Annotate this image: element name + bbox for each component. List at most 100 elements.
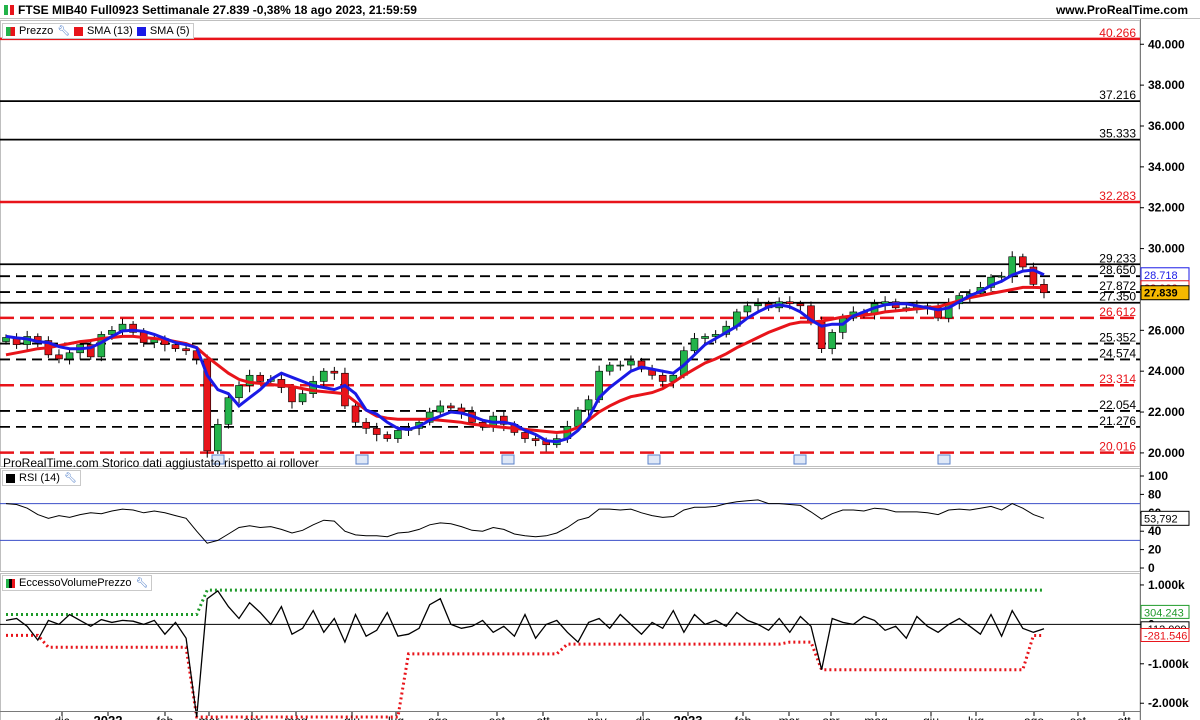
candle-body xyxy=(65,352,74,360)
time-tick-label: ago xyxy=(1024,714,1044,720)
rollover-marker-icon xyxy=(501,454,515,465)
rollover-marker-icon xyxy=(355,454,369,465)
candle-body xyxy=(574,409,582,427)
candle-body xyxy=(362,421,370,429)
time-tick-label: mag xyxy=(864,714,887,720)
rollover-marker-icon xyxy=(647,454,661,465)
wrench-icon[interactable]: 🔧︎ xyxy=(135,577,149,589)
candle-body xyxy=(319,370,328,382)
legend-prezzo: Prezzo xyxy=(19,25,54,37)
time-tick-label: ott xyxy=(1117,714,1131,720)
rsi-badge xyxy=(1140,510,1190,526)
price-panel xyxy=(0,20,1141,467)
evp-tick-label: 1.000k xyxy=(1148,578,1185,592)
rsi-tick-label: 100 xyxy=(1148,469,1168,483)
candle-body xyxy=(55,354,63,360)
candle-body xyxy=(531,438,540,441)
candle-body xyxy=(627,360,635,366)
level-label: 40.266 xyxy=(1099,26,1136,40)
candle-body xyxy=(1019,256,1027,268)
candle-body xyxy=(298,393,307,403)
candle-body xyxy=(436,405,445,413)
evp-legend[interactable]: EccessoVolumePrezzo 🔧︎ xyxy=(2,575,153,591)
time-tick-label: mar xyxy=(199,714,220,720)
legend-sma5: SMA (5) xyxy=(149,25,190,37)
rsi-color-icon xyxy=(6,473,15,483)
price-tick-label: 20.000 xyxy=(1148,446,1185,460)
time-tick-label: feb xyxy=(735,714,752,720)
candle-body xyxy=(785,301,794,305)
price-legend[interactable]: Prezzo 🔧︎ SMA (13) SMA (5) xyxy=(2,23,194,39)
site-url: www.ProRealTime.com xyxy=(1055,3,1188,17)
rsi-line xyxy=(5,499,1045,544)
rsi-tick-label: 20 xyxy=(1148,543,1162,557)
time-tick-label: dic xyxy=(54,714,69,720)
time-tick-label: set xyxy=(1070,714,1087,720)
candle-body xyxy=(425,411,434,423)
time-tick-label: 2022 xyxy=(94,713,123,720)
level-label: 29.233 xyxy=(1099,251,1136,265)
candle-body xyxy=(341,372,349,407)
candle-body xyxy=(1029,266,1038,285)
price-badge-label: 28.718 xyxy=(1144,270,1178,282)
candle-body xyxy=(828,332,836,350)
candle-body xyxy=(447,405,455,409)
rollover-note: ProRealTime.com Storico dati aggiustato … xyxy=(3,456,319,470)
time-tick-label: nov xyxy=(587,714,606,720)
candle-body xyxy=(394,430,402,439)
rsi-legend[interactable]: RSI (14) 🔧︎ xyxy=(2,470,81,486)
candle-body xyxy=(701,336,709,339)
time-tick-label: mar xyxy=(779,714,800,720)
evp-lower-line xyxy=(6,633,1044,719)
candle-body xyxy=(203,358,212,452)
price-tick-label: 24.000 xyxy=(1148,364,1185,378)
price-tick-label: 34.000 xyxy=(1148,160,1185,174)
candle-body xyxy=(584,399,593,411)
candle-body xyxy=(182,348,190,352)
rollover-marker-icon xyxy=(211,454,225,465)
rsi-tick-label: 0 xyxy=(1148,561,1155,575)
candle-body xyxy=(235,385,243,399)
level-label: 32.283 xyxy=(1099,189,1136,203)
candle-body xyxy=(277,379,286,388)
time-tick-label: giu xyxy=(344,714,360,720)
wrench-icon[interactable]: 🔧︎ xyxy=(57,25,70,37)
level-label: 25.352 xyxy=(1099,331,1136,345)
price-tick-label: 36.000 xyxy=(1148,119,1185,133)
evp-tick-label: -2.000k xyxy=(1148,696,1189,710)
candle-body xyxy=(214,424,222,452)
time-tick-label: dic xyxy=(635,714,650,720)
time-tick-label: lug xyxy=(388,714,404,720)
wrench-icon[interactable]: 🔧︎ xyxy=(63,472,77,484)
time-tick-label: giu xyxy=(923,714,939,720)
candle-body xyxy=(288,387,296,403)
candle-body xyxy=(690,338,699,352)
legend-rsi: RSI (14) xyxy=(19,472,60,484)
candle-body xyxy=(330,370,339,374)
level-label: 22.054 xyxy=(1099,398,1136,412)
level-label: 23.314 xyxy=(1099,372,1136,386)
candle-body xyxy=(171,344,180,350)
sma5-color-icon xyxy=(136,26,146,36)
rsi-panel xyxy=(0,468,1141,572)
time-tick-label: ott xyxy=(536,714,550,720)
candle-body xyxy=(500,415,508,425)
price-tick-label: 32.000 xyxy=(1148,201,1185,215)
price-tick-label: 22.000 xyxy=(1148,405,1185,419)
evp-upper-line xyxy=(6,588,1044,616)
price-tick-label: 38.000 xyxy=(1148,78,1185,92)
level-label: 27.350 xyxy=(1099,290,1136,304)
time-tick-label: lug xyxy=(968,714,984,720)
candle-body xyxy=(224,397,233,425)
level-label: 24.574 xyxy=(1099,346,1136,360)
candle-body xyxy=(997,275,1006,278)
candle-body xyxy=(108,330,116,335)
sma5-line xyxy=(5,268,1045,444)
price-tick-label: 40.000 xyxy=(1148,37,1185,51)
candle-body xyxy=(743,305,752,313)
evp-badge xyxy=(1140,627,1190,642)
level-label: 28.650 xyxy=(1099,263,1136,277)
level-label: 37.216 xyxy=(1099,88,1136,102)
candle-up-down-icon xyxy=(4,5,8,15)
